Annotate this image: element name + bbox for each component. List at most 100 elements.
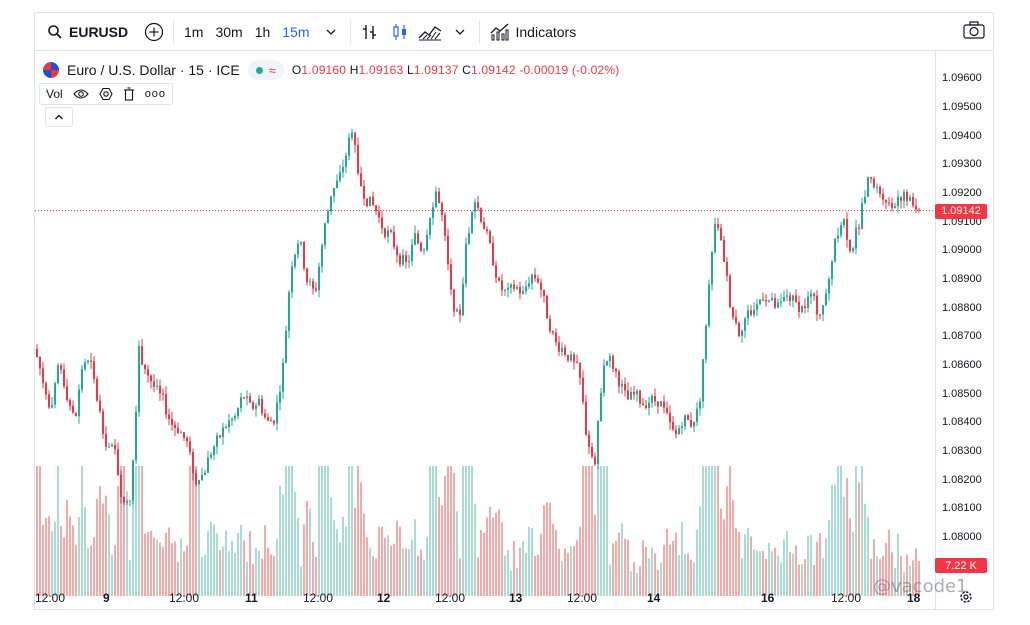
candle: [765, 293, 767, 307]
delete-icon[interactable]: [123, 87, 135, 101]
symbol-search[interactable]: EURUSD: [35, 13, 139, 50]
volume-bar: [36, 466, 38, 596]
volume-bar: [102, 503, 104, 596]
volume-bar: [330, 497, 332, 596]
volume-bar: [312, 541, 314, 596]
candle: [852, 246, 854, 254]
candle: [861, 197, 863, 230]
candle: [204, 469, 206, 476]
candle: [324, 222, 326, 249]
candles-style-button[interactable]: [385, 13, 415, 50]
volume-bar: [648, 558, 650, 596]
time-axis-tick: 12:00: [303, 591, 334, 605]
volume-bar: [300, 566, 302, 596]
volume-bar: [66, 499, 68, 596]
candle: [339, 164, 341, 183]
volume-bar: [363, 513, 365, 596]
indicators-icon: [490, 23, 508, 40]
candle: [786, 289, 788, 302]
volume-bar: [39, 466, 41, 596]
candle: [678, 425, 680, 435]
eye-icon[interactable]: [72, 88, 89, 100]
candle: [708, 279, 710, 328]
candle: [225, 424, 227, 429]
volume-bar: [432, 466, 434, 596]
interval-1h[interactable]: 1h: [254, 23, 271, 40]
candle: [177, 422, 179, 435]
volume-bar: [210, 521, 212, 596]
candle: [384, 227, 386, 240]
volume-bar: [714, 466, 716, 596]
volume-bar: [753, 549, 755, 596]
volume-bar: [660, 562, 662, 596]
candle: [432, 202, 434, 225]
settings-icon[interactable]: [99, 87, 113, 101]
volume-bar: [399, 526, 401, 596]
compare-button[interactable]: [139, 13, 169, 50]
candle: [246, 390, 248, 406]
volume-bar: [198, 481, 200, 596]
candle: [672, 416, 674, 432]
volume-bar: [132, 481, 134, 596]
candle: [330, 196, 332, 216]
candle: [117, 442, 119, 477]
candle: [459, 304, 461, 323]
candle: [147, 364, 149, 383]
volume-bar: [93, 537, 95, 596]
candle: [630, 386, 632, 401]
market-status-pill[interactable]: ≈: [247, 60, 284, 80]
candle: [537, 274, 539, 284]
bars-style-button[interactable]: [355, 13, 385, 50]
collapse-legend-button[interactable]: [45, 107, 73, 127]
volume-bar: [396, 520, 398, 596]
candle: [183, 432, 185, 441]
volume-legend: Vol ooo: [39, 83, 174, 105]
volume-bar: [165, 532, 167, 596]
volume-bar: [576, 540, 578, 596]
volume-bar: [393, 543, 395, 596]
indicators-button[interactable]: Indicators: [484, 13, 576, 50]
more-options-icon[interactable]: ooo: [144, 88, 167, 100]
interval-dropdown[interactable]: [316, 13, 346, 50]
volume-bar: [228, 551, 230, 596]
price-axis-tick: 1.08500: [942, 387, 982, 400]
candle: [447, 228, 449, 270]
candle: [657, 401, 659, 414]
interval-15m[interactable]: 15m: [282, 23, 310, 40]
toolbar: EURUSD 1m 30m 1h 15m Indicators: [35, 13, 993, 51]
interval-1m[interactable]: 1m: [184, 23, 204, 40]
volume-bar: [264, 525, 266, 596]
candle: [402, 249, 404, 267]
candle: [306, 267, 308, 286]
candle: [639, 389, 641, 408]
volume-bar: [858, 482, 860, 596]
price-axis-tick: 1.08700: [942, 330, 982, 343]
volume-bar: [819, 533, 821, 596]
axis-settings-button[interactable]: [959, 590, 973, 609]
volume-bar: [645, 547, 647, 596]
candle: [153, 374, 155, 393]
volume-bar: [189, 466, 191, 596]
candle: [249, 392, 251, 404]
volume-bar: [822, 557, 824, 596]
candle: [174, 421, 176, 436]
candle: [96, 376, 98, 403]
volume-bar: [483, 532, 485, 596]
interval-30m[interactable]: 30m: [215, 23, 243, 40]
area-chart-icon: [418, 25, 441, 40]
candle: [816, 290, 818, 321]
area-style-button[interactable]: [415, 13, 445, 50]
candle: [723, 236, 725, 262]
candle: [585, 394, 587, 437]
candle: [477, 196, 479, 211]
snapshot-button[interactable]: [963, 21, 985, 42]
candle: [231, 417, 233, 427]
instrument-title[interactable]: Euro / U.S. Dollar · 15 · ICE: [67, 62, 240, 78]
candle: [534, 267, 536, 282]
candle: [369, 196, 371, 207]
eu-us-flag-icon: [43, 62, 59, 78]
chart-type-dropdown[interactable]: [445, 13, 475, 50]
volume-bar: [258, 550, 260, 596]
price-chart[interactable]: [35, 51, 994, 610]
volume-bar: [717, 466, 719, 596]
